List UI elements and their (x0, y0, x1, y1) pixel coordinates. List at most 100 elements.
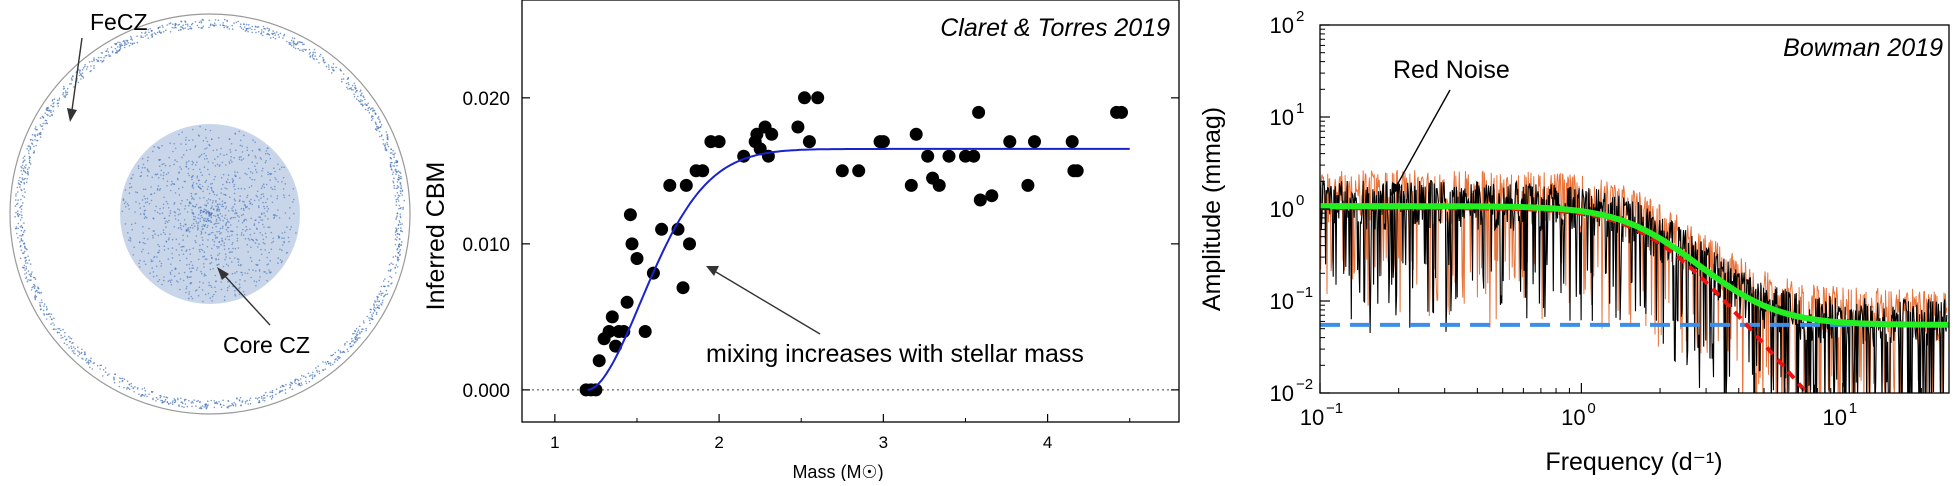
shell-particle (20, 239, 23, 241)
core-particle (212, 239, 214, 241)
shell-particle (377, 116, 380, 118)
core-particle (203, 266, 205, 268)
shell-particle (392, 181, 395, 184)
core-particle (197, 217, 199, 219)
core-particle (203, 152, 206, 155)
core-particle (225, 228, 228, 231)
shell-particle (88, 359, 90, 362)
shell-particle (398, 195, 401, 197)
core-particle (166, 221, 169, 223)
shell-particle (384, 293, 387, 296)
core-particle (220, 243, 222, 246)
shell-particle (233, 402, 235, 404)
shell-particle (108, 54, 110, 56)
core-particle (232, 230, 234, 233)
shell-particle (256, 26, 259, 29)
core-particle (214, 158, 216, 160)
shell-particle (381, 299, 384, 302)
core-particle (272, 214, 275, 216)
core-particle (162, 229, 165, 231)
shell-particle (198, 407, 201, 410)
core-particle (229, 196, 231, 199)
core-particle (282, 244, 284, 246)
spectrum-series-black (1320, 179, 1948, 393)
spectrum-y-tick-exp: 1 (1296, 100, 1304, 117)
shell-particle (375, 307, 377, 309)
shell-particle (57, 105, 59, 107)
core-particle (266, 279, 268, 282)
core-particle (142, 241, 145, 244)
core-particle (209, 297, 212, 299)
shell-particle (164, 400, 166, 402)
shell-particle (332, 66, 334, 69)
shell-particle (219, 403, 222, 406)
core-particle (242, 200, 244, 203)
shell-particle (393, 154, 395, 156)
shell-particle (398, 258, 400, 261)
shell-particle (162, 31, 165, 33)
core-particle (276, 195, 279, 197)
shell-particle (289, 386, 291, 389)
shell-particle (399, 192, 402, 195)
shell-particle (399, 213, 402, 215)
cbm-x-tick-label: 2 (714, 433, 723, 452)
core-particle (189, 226, 192, 229)
shell-particle (300, 378, 302, 380)
shell-particle (361, 105, 364, 107)
spectrum-x-tick-label: 10 (1300, 405, 1324, 430)
shell-particle (24, 273, 26, 275)
shell-particle (318, 370, 321, 373)
core-particle (150, 193, 153, 195)
annotation-arrow (715, 271, 821, 335)
core-particle (267, 226, 269, 228)
core-particle (174, 268, 176, 271)
core-particle (129, 236, 131, 239)
core-particle (277, 235, 280, 237)
core-particle (281, 232, 284, 234)
cbm-x-tick-label: 1 (550, 433, 559, 452)
core-particle (286, 252, 288, 254)
core-particle (130, 186, 133, 188)
core-particle (202, 300, 204, 303)
shell-particle (130, 385, 133, 388)
core-particle (262, 201, 264, 204)
core-particle (173, 210, 176, 213)
core-particle (190, 295, 192, 298)
core-particle (175, 238, 178, 241)
shell-particle (257, 30, 260, 33)
fecz-arrow (71, 37, 83, 111)
shell-particle (375, 313, 378, 316)
shell-particle (245, 29, 248, 32)
core-particle (207, 168, 209, 171)
core-particle (211, 300, 213, 302)
shell-particle (222, 399, 224, 402)
core-particle (167, 248, 170, 250)
shell-particle (130, 382, 132, 385)
shell-particle (293, 381, 296, 383)
shell-particle (314, 51, 316, 54)
core-particle (207, 292, 210, 295)
shell-particle (21, 226, 24, 229)
shell-particle (303, 48, 305, 51)
shell-particle (347, 82, 350, 84)
shell-particle (144, 32, 146, 34)
core-particle (155, 205, 157, 208)
core-particle (276, 215, 278, 217)
shell-particle (189, 27, 191, 30)
core-particle (144, 209, 147, 211)
shell-particle (84, 359, 87, 362)
core-particle (228, 221, 230, 223)
core-particle (231, 243, 233, 246)
shell-particle (81, 348, 83, 351)
shell-particle (303, 43, 305, 46)
shell-particle (384, 145, 386, 147)
shell-particle (290, 42, 292, 44)
shell-particle (355, 98, 358, 100)
shell-particle (207, 400, 209, 403)
core-particle (211, 295, 214, 298)
shell-particle (77, 346, 79, 349)
shell-particle (267, 30, 270, 32)
core-particle (140, 250, 143, 253)
shell-particle (120, 43, 122, 45)
shell-particle (31, 139, 34, 141)
